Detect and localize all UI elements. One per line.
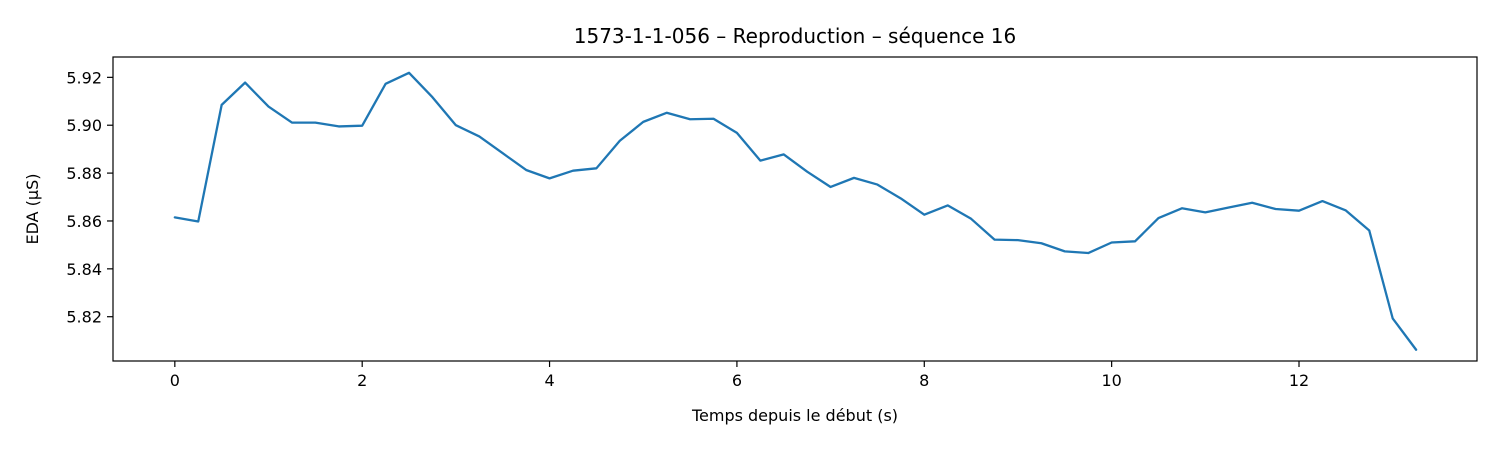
x-tick-label: 6: [732, 371, 742, 390]
x-tick-label: 2: [357, 371, 367, 390]
y-tick-label: 5.92: [66, 68, 102, 87]
y-axis-ticks: 5.82 5.84 5.86 5.88 5.90 5.92: [66, 68, 113, 327]
eda-series-line: [173, 71, 1418, 351]
x-axis-label: Temps depuis le début (s): [691, 406, 898, 425]
x-tick-label: 8: [919, 371, 929, 390]
y-axis-label: EDA (µS): [23, 174, 42, 245]
x-tick-label: 4: [544, 371, 554, 390]
x-tick-label: 12: [1289, 371, 1309, 390]
chart-title: 1573-1-1-056 – Reproduction – séquence 1…: [574, 24, 1016, 48]
y-tick-label: 5.84: [66, 260, 102, 279]
x-tick-label: 10: [1101, 371, 1121, 390]
y-tick-label: 5.88: [66, 164, 102, 183]
y-tick-label: 5.82: [66, 308, 102, 327]
y-tick-label: 5.90: [66, 116, 102, 135]
x-axis-ticks: 0 2 4 6 8 10 12: [170, 361, 1309, 390]
x-tick-label: 0: [170, 371, 180, 390]
y-tick-label: 5.86: [66, 212, 102, 231]
plot-area-frame: [112, 56, 1478, 362]
